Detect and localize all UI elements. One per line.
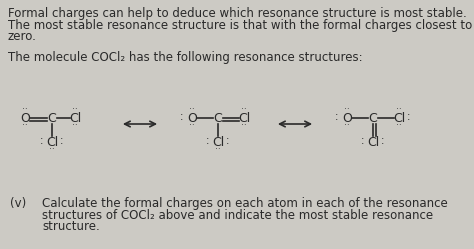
Text: O: O [187, 112, 197, 124]
Text: structure.: structure. [42, 220, 100, 233]
Text: The molecule COCl₂ has the following resonance structures:: The molecule COCl₂ has the following res… [8, 51, 363, 64]
Text: ··: ·· [49, 145, 55, 154]
Text: ··: ·· [215, 145, 221, 154]
Text: ·: · [407, 111, 410, 121]
Text: ·: · [206, 139, 210, 149]
Text: ·: · [361, 139, 365, 149]
Text: Cl: Cl [238, 112, 250, 124]
Text: ··: ·· [22, 122, 28, 130]
Text: Cl: Cl [393, 112, 405, 124]
Text: ··: ·· [396, 122, 402, 130]
Text: Calculate the formal charges on each atom in each of the resonance: Calculate the formal charges on each ato… [42, 197, 448, 210]
Text: ·: · [335, 111, 339, 121]
Text: ··: ·· [344, 106, 350, 115]
Text: ··: ·· [344, 122, 350, 130]
Text: ·: · [60, 134, 64, 144]
Text: Cl: Cl [367, 135, 379, 148]
Text: O: O [342, 112, 352, 124]
Text: Cl: Cl [212, 135, 224, 148]
Text: Cl: Cl [69, 112, 81, 124]
Text: ·: · [226, 139, 230, 149]
Text: ·: · [381, 139, 385, 149]
Text: Cl: Cl [46, 135, 58, 148]
Text: ·: · [40, 139, 44, 149]
Text: ··: ·· [189, 106, 195, 115]
Text: ·: · [60, 139, 64, 149]
Text: ·: · [381, 134, 385, 144]
Text: (v): (v) [10, 197, 26, 210]
Text: C: C [47, 112, 56, 124]
Text: ··: ·· [189, 122, 195, 130]
Text: ·: · [335, 116, 339, 125]
Text: Formal charges can help to deduce which resonance structure is most stable.: Formal charges can help to deduce which … [8, 7, 467, 20]
Text: C: C [369, 112, 377, 124]
Text: ·: · [180, 111, 184, 121]
Text: ··: ·· [241, 106, 247, 115]
Text: The most stable resonance structure is that with the formal charges closest to: The most stable resonance structure is t… [8, 18, 472, 32]
Text: ·: · [226, 134, 230, 144]
Text: ·: · [407, 116, 410, 125]
Text: ··: ·· [241, 122, 247, 130]
Text: ·: · [361, 134, 365, 144]
Text: ··: ·· [72, 122, 78, 130]
Text: zero.: zero. [8, 30, 37, 43]
Text: ··: ·· [396, 106, 402, 115]
Text: ·: · [180, 116, 184, 125]
Text: ··: ·· [22, 106, 28, 115]
Text: C: C [214, 112, 222, 124]
Text: structures of COCl₂ above and indicate the most stable resonance: structures of COCl₂ above and indicate t… [42, 208, 433, 222]
Text: ··: ·· [72, 106, 78, 115]
Text: ·: · [40, 134, 44, 144]
Text: O: O [20, 112, 30, 124]
Text: ·: · [206, 134, 210, 144]
